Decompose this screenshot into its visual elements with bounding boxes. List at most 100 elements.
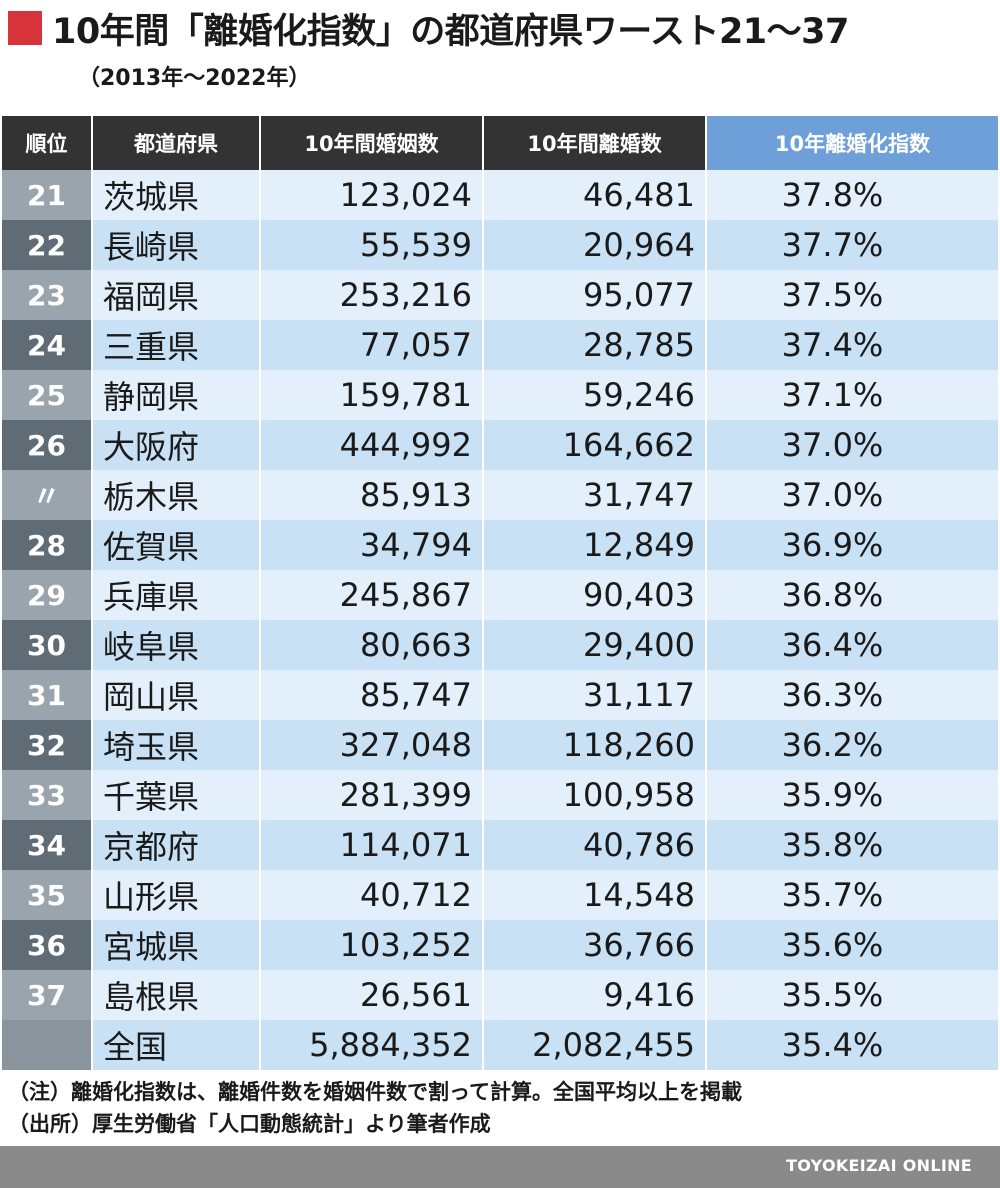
header-index: 10年離婚化指数 [706, 116, 998, 170]
cell-divorces: 95,077 [483, 270, 707, 320]
cell-prefecture: 山形県 [92, 870, 261, 920]
page-subtitle: （2013年〜2022年） [78, 66, 311, 91]
cell-prefecture: 三重県 [92, 320, 261, 370]
cell-index: 35.6% [706, 920, 998, 970]
cell-divorces: 36,766 [483, 920, 707, 970]
cell-marriages: 281,399 [260, 770, 484, 820]
table-row: 24 三重県 77,057 28,785 37.4% [2, 320, 998, 370]
cell-marriages: 327,048 [260, 720, 484, 770]
cell-prefecture: 岐阜県 [92, 620, 261, 670]
cell-marriages: 253,216 [260, 270, 484, 320]
table-row: 37 島根県 26,561 9,416 35.5% [2, 970, 998, 1020]
cell-marriages: 123,024 [260, 170, 484, 220]
cell-marriages: 77,057 [260, 320, 484, 370]
table-row: 23 福岡県 253,216 95,077 37.5% [2, 270, 998, 320]
cell-divorces: 28,785 [483, 320, 707, 370]
table-row: 30 岐阜県 80,663 29,400 36.4% [2, 620, 998, 670]
cell-prefecture: 福岡県 [92, 270, 261, 320]
cell-rank [2, 1020, 93, 1070]
cell-index: 36.3% [706, 670, 998, 720]
cell-divorces: 29,400 [483, 620, 707, 670]
cell-prefecture: 島根県 [92, 970, 261, 1020]
table-row: 29 兵庫県 245,867 90,403 36.8% [2, 570, 998, 620]
table-row: 31 岡山県 85,747 31,117 36.3% [2, 670, 998, 720]
title-square-icon [8, 11, 42, 45]
cell-marriages: 114,071 [260, 820, 484, 870]
cell-index: 35.8% [706, 820, 998, 870]
cell-prefecture: 大阪府 [92, 420, 261, 470]
cell-marriages: 34,794 [260, 520, 484, 570]
cell-prefecture: 千葉県 [92, 770, 261, 820]
cell-index: 36.4% [706, 620, 998, 670]
cell-divorces: 59,246 [483, 370, 707, 420]
cell-index: 37.0% [706, 420, 998, 470]
cell-rank: 30 [2, 620, 93, 670]
table-body: 21 茨城県 123,024 46,481 37.8% 22 長崎県 55,539 20,964… [2, 170, 998, 1070]
table-row: 34 京都府 114,071 40,786 35.8% [2, 820, 998, 870]
table-row: 22 長崎県 55,539 20,964 37.7% [2, 220, 998, 270]
cell-divorces: 14,548 [483, 870, 707, 920]
cell-prefecture: 宮城県 [92, 920, 261, 970]
cell-divorces: 31,747 [483, 470, 707, 520]
cell-marriages: 55,539 [260, 220, 484, 270]
cell-prefecture: 長崎県 [92, 220, 261, 270]
cell-index: 35.9% [706, 770, 998, 820]
cell-index: 35.4% [706, 1020, 998, 1070]
cell-marriages: 159,781 [260, 370, 484, 420]
cell-prefecture: 兵庫県 [92, 570, 261, 620]
cell-divorces: 40,786 [483, 820, 707, 870]
cell-divorces: 12,849 [483, 520, 707, 570]
cell-rank: 37 [2, 970, 93, 1020]
cell-divorces: 20,964 [483, 220, 707, 270]
title-row: 10年間「離婚化指数」の都道府県ワースト21〜37 [8, 4, 849, 52]
cell-prefecture: 京都府 [92, 820, 261, 870]
source-line: （出所）厚生労働省「人口動態統計」より筆者作成 [8, 1112, 491, 1136]
cell-rank: 22 [2, 220, 93, 270]
cell-prefecture: 全国 [92, 1020, 261, 1070]
ranking-table: 順位 都道府県 10年間婚姻数 10年間離婚数 10年離婚化指数 21 茨城県 12… [2, 116, 998, 1070]
cell-index: 36.9% [706, 520, 998, 570]
cell-divorces: 2,082,455 [483, 1020, 707, 1070]
cell-index: 37.4% [706, 320, 998, 370]
cell-rank: 35 [2, 870, 93, 920]
cell-marriages: 444,992 [260, 420, 484, 470]
note-line: （注）離婚化指数は、離婚件数を婚姻件数で割って計算。全国平均以上を掲載 [8, 1080, 742, 1104]
cell-rank: 23 [2, 270, 93, 320]
cell-index: 35.7% [706, 870, 998, 920]
cell-marriages: 26,561 [260, 970, 484, 1020]
cell-index: 36.8% [706, 570, 998, 620]
cell-index: 37.0% [706, 470, 998, 520]
header-rank: 順位 [2, 116, 93, 170]
cell-rank: 29 [2, 570, 93, 620]
table-row: 〃栃木県 85,913 31,747 37.0% [2, 470, 998, 520]
cell-index: 37.5% [706, 270, 998, 320]
cell-rank: 25 [2, 370, 93, 420]
cell-divorces: 9,416 [483, 970, 707, 1020]
cell-rank: 〃 [2, 470, 93, 520]
cell-prefecture: 栃木県 [92, 470, 261, 520]
table-row-total: 全国 5,884,352 2,082,455 35.4% [2, 1020, 998, 1070]
table-row: 26 大阪府 444,992 164,662 37.0% [2, 420, 998, 470]
header-prefecture: 都道府県 [92, 116, 261, 170]
table-row: 35 山形県 40,712 14,548 35.7% [2, 870, 998, 920]
header-divorces: 10年間離婚数 [483, 116, 707, 170]
cell-rank: 24 [2, 320, 93, 370]
cell-marriages: 40,712 [260, 870, 484, 920]
cell-rank: 36 [2, 920, 93, 970]
cell-rank: 26 [2, 420, 93, 470]
cell-prefecture: 埼玉県 [92, 720, 261, 770]
cell-marriages: 85,913 [260, 470, 484, 520]
cell-divorces: 46,481 [483, 170, 707, 220]
cell-rank: 21 [2, 170, 93, 220]
notes: （注）離婚化指数は、離婚件数を婚姻件数で割って計算。全国平均以上を掲載 （出所）… [8, 1076, 742, 1140]
cell-marriages: 245,867 [260, 570, 484, 620]
cell-index: 37.7% [706, 220, 998, 270]
cell-rank: 33 [2, 770, 93, 820]
table-header-row: 順位 都道府県 10年間婚姻数 10年間離婚数 10年離婚化指数 [2, 116, 998, 170]
footer-bar: TOYOKEIZAI ONLINE [0, 1146, 1000, 1188]
cell-rank: 34 [2, 820, 93, 870]
cell-marriages: 80,663 [260, 620, 484, 670]
cell-divorces: 31,117 [483, 670, 707, 720]
cell-divorces: 118,260 [483, 720, 707, 770]
table-row: 32 埼玉県 327,048 118,260 36.2% [2, 720, 998, 770]
